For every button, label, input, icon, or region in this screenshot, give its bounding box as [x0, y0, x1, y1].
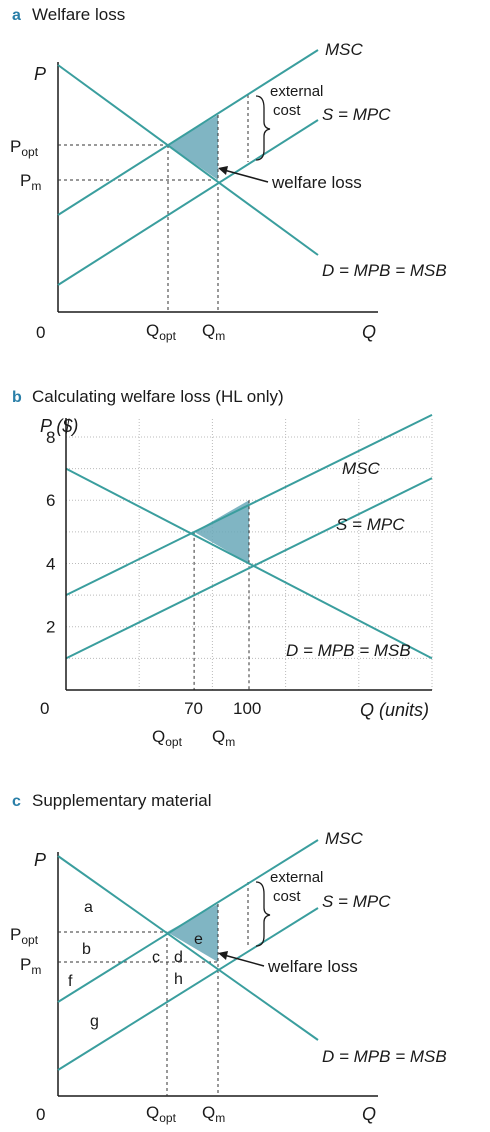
panel-b-y-tick-6: 6	[46, 491, 55, 510]
panel-b-origin: 0	[40, 699, 49, 718]
panel-c-title: Supplementary material	[32, 791, 212, 810]
panel-c-external-label-2: cost	[273, 888, 301, 905]
panel-a-letter: a	[12, 7, 21, 24]
panel-c-popt-label: Popt	[10, 925, 39, 947]
panel-b: b Calculating welfare loss (HL only) 2 4 6…	[12, 387, 433, 749]
panel-c: c Supplementary material external cost w…	[10, 791, 447, 1125]
panel-a-external-cost-brace	[255, 95, 271, 161]
panel-c-msc-curve	[57, 839, 319, 1003]
panel-c-mpc-label: S = MPC	[322, 892, 391, 911]
panel-c-origin: 0	[36, 1105, 45, 1124]
panel-a-demand-label: D = MPB = MSB	[322, 261, 447, 280]
panel-c-arrowhead	[218, 951, 228, 960]
panel-a-origin: 0	[36, 323, 45, 342]
panel-c-pm-label: Pm	[20, 955, 41, 977]
panel-a-msc-label: MSC	[325, 40, 364, 59]
panel-a-qopt-label: Qopt	[146, 321, 177, 343]
panel-c-external-label-1: external	[270, 869, 323, 886]
panel-b-ticks: 2 4 6 8 70 100	[46, 428, 261, 718]
panel-b-qopt-label: Qopt	[152, 727, 183, 749]
panel-c-x-label: Q	[362, 1104, 376, 1124]
panel-a-qm-label: Qm	[202, 321, 225, 343]
panel-b-title: Calculating welfare loss (HL only)	[32, 387, 284, 406]
panel-a-pm-label: Pm	[20, 171, 41, 193]
panel-c-external-cost-brace	[255, 881, 271, 947]
panel-c-region-d: d	[174, 949, 183, 966]
panel-a-welfare-loss-arrow	[223, 169, 269, 183]
panel-b-y-tick-2: 2	[46, 618, 55, 637]
panel-a-y-label: P	[34, 64, 46, 84]
panel-a: a Welfare loss external cost welfare los…	[10, 5, 447, 343]
panel-c-letter: c	[12, 793, 21, 810]
panel-b-x-tick-70: 70	[184, 699, 203, 718]
panel-a-title: Welfare loss	[32, 5, 125, 24]
panel-a-external-label-2: cost	[273, 102, 301, 119]
panel-b-y-label: P ($)	[40, 416, 78, 436]
panel-c-welfare-loss-arrow	[223, 954, 265, 967]
panel-c-demand-curve	[57, 855, 319, 1041]
panel-a-demand-curve	[57, 64, 319, 256]
panel-b-y-tick-4: 4	[46, 554, 55, 573]
panel-c-region-b: b	[82, 941, 91, 958]
panel-a-x-label: Q	[362, 322, 376, 342]
panel-b-qm-label: Qm	[212, 727, 235, 749]
panel-c-region-c: c	[152, 949, 160, 966]
panel-a-external-label-1: external	[270, 83, 323, 100]
panel-b-demand-curve	[65, 467, 433, 660]
panel-b-curves	[65, 413, 433, 660]
panel-a-mpc-curve	[57, 119, 319, 286]
panel-c-mpc-curve	[57, 907, 319, 1071]
panel-b-x-tick-100: 100	[233, 699, 261, 718]
panel-c-qopt-label: Qopt	[146, 1103, 177, 1125]
panel-b-shade-group	[194, 500, 249, 564]
panel-c-welfare-loss-area	[167, 904, 218, 962]
panel-a-msc-curve	[57, 49, 319, 216]
panel-c-region-e: e	[194, 931, 203, 948]
panel-c-region-a: a	[84, 899, 93, 916]
panel-b-mpc-label: S = MPC	[336, 515, 405, 534]
panel-b-demand-label: D = MPB = MSB	[286, 641, 411, 660]
panel-b-msc-label: MSC	[342, 459, 381, 478]
panel-a-popt-label: Popt	[10, 137, 39, 159]
panel-b-guides	[193, 500, 250, 690]
panel-a-arrowhead	[218, 166, 228, 175]
panel-c-region-h: h	[174, 971, 183, 988]
panel-b-x-label: Q (units)	[360, 700, 429, 720]
panel-b-y-tick-8: 8	[46, 428, 55, 447]
panel-c-y-label: P	[34, 850, 46, 870]
panel-a-welfare-loss-area	[168, 115, 218, 180]
panel-c-welfare-loss-label: welfare loss	[267, 957, 358, 976]
panel-b-letter: b	[12, 389, 22, 406]
panel-c-region-g: g	[90, 1013, 99, 1030]
panel-a-mpc-label: S = MPC	[322, 105, 391, 124]
panel-a-welfare-loss-label: welfare loss	[271, 173, 362, 192]
panel-c-demand-label: D = MPB = MSB	[322, 1047, 447, 1066]
panel-c-qm-label: Qm	[202, 1103, 225, 1125]
panel-c-region-f: f	[68, 973, 73, 990]
panel-b-welfare-loss-area	[194, 500, 249, 564]
panel-c-msc-label: MSC	[325, 829, 364, 848]
panel-b-mpc-curve	[65, 477, 433, 660]
panel-b-msc-curve	[65, 413, 433, 597]
